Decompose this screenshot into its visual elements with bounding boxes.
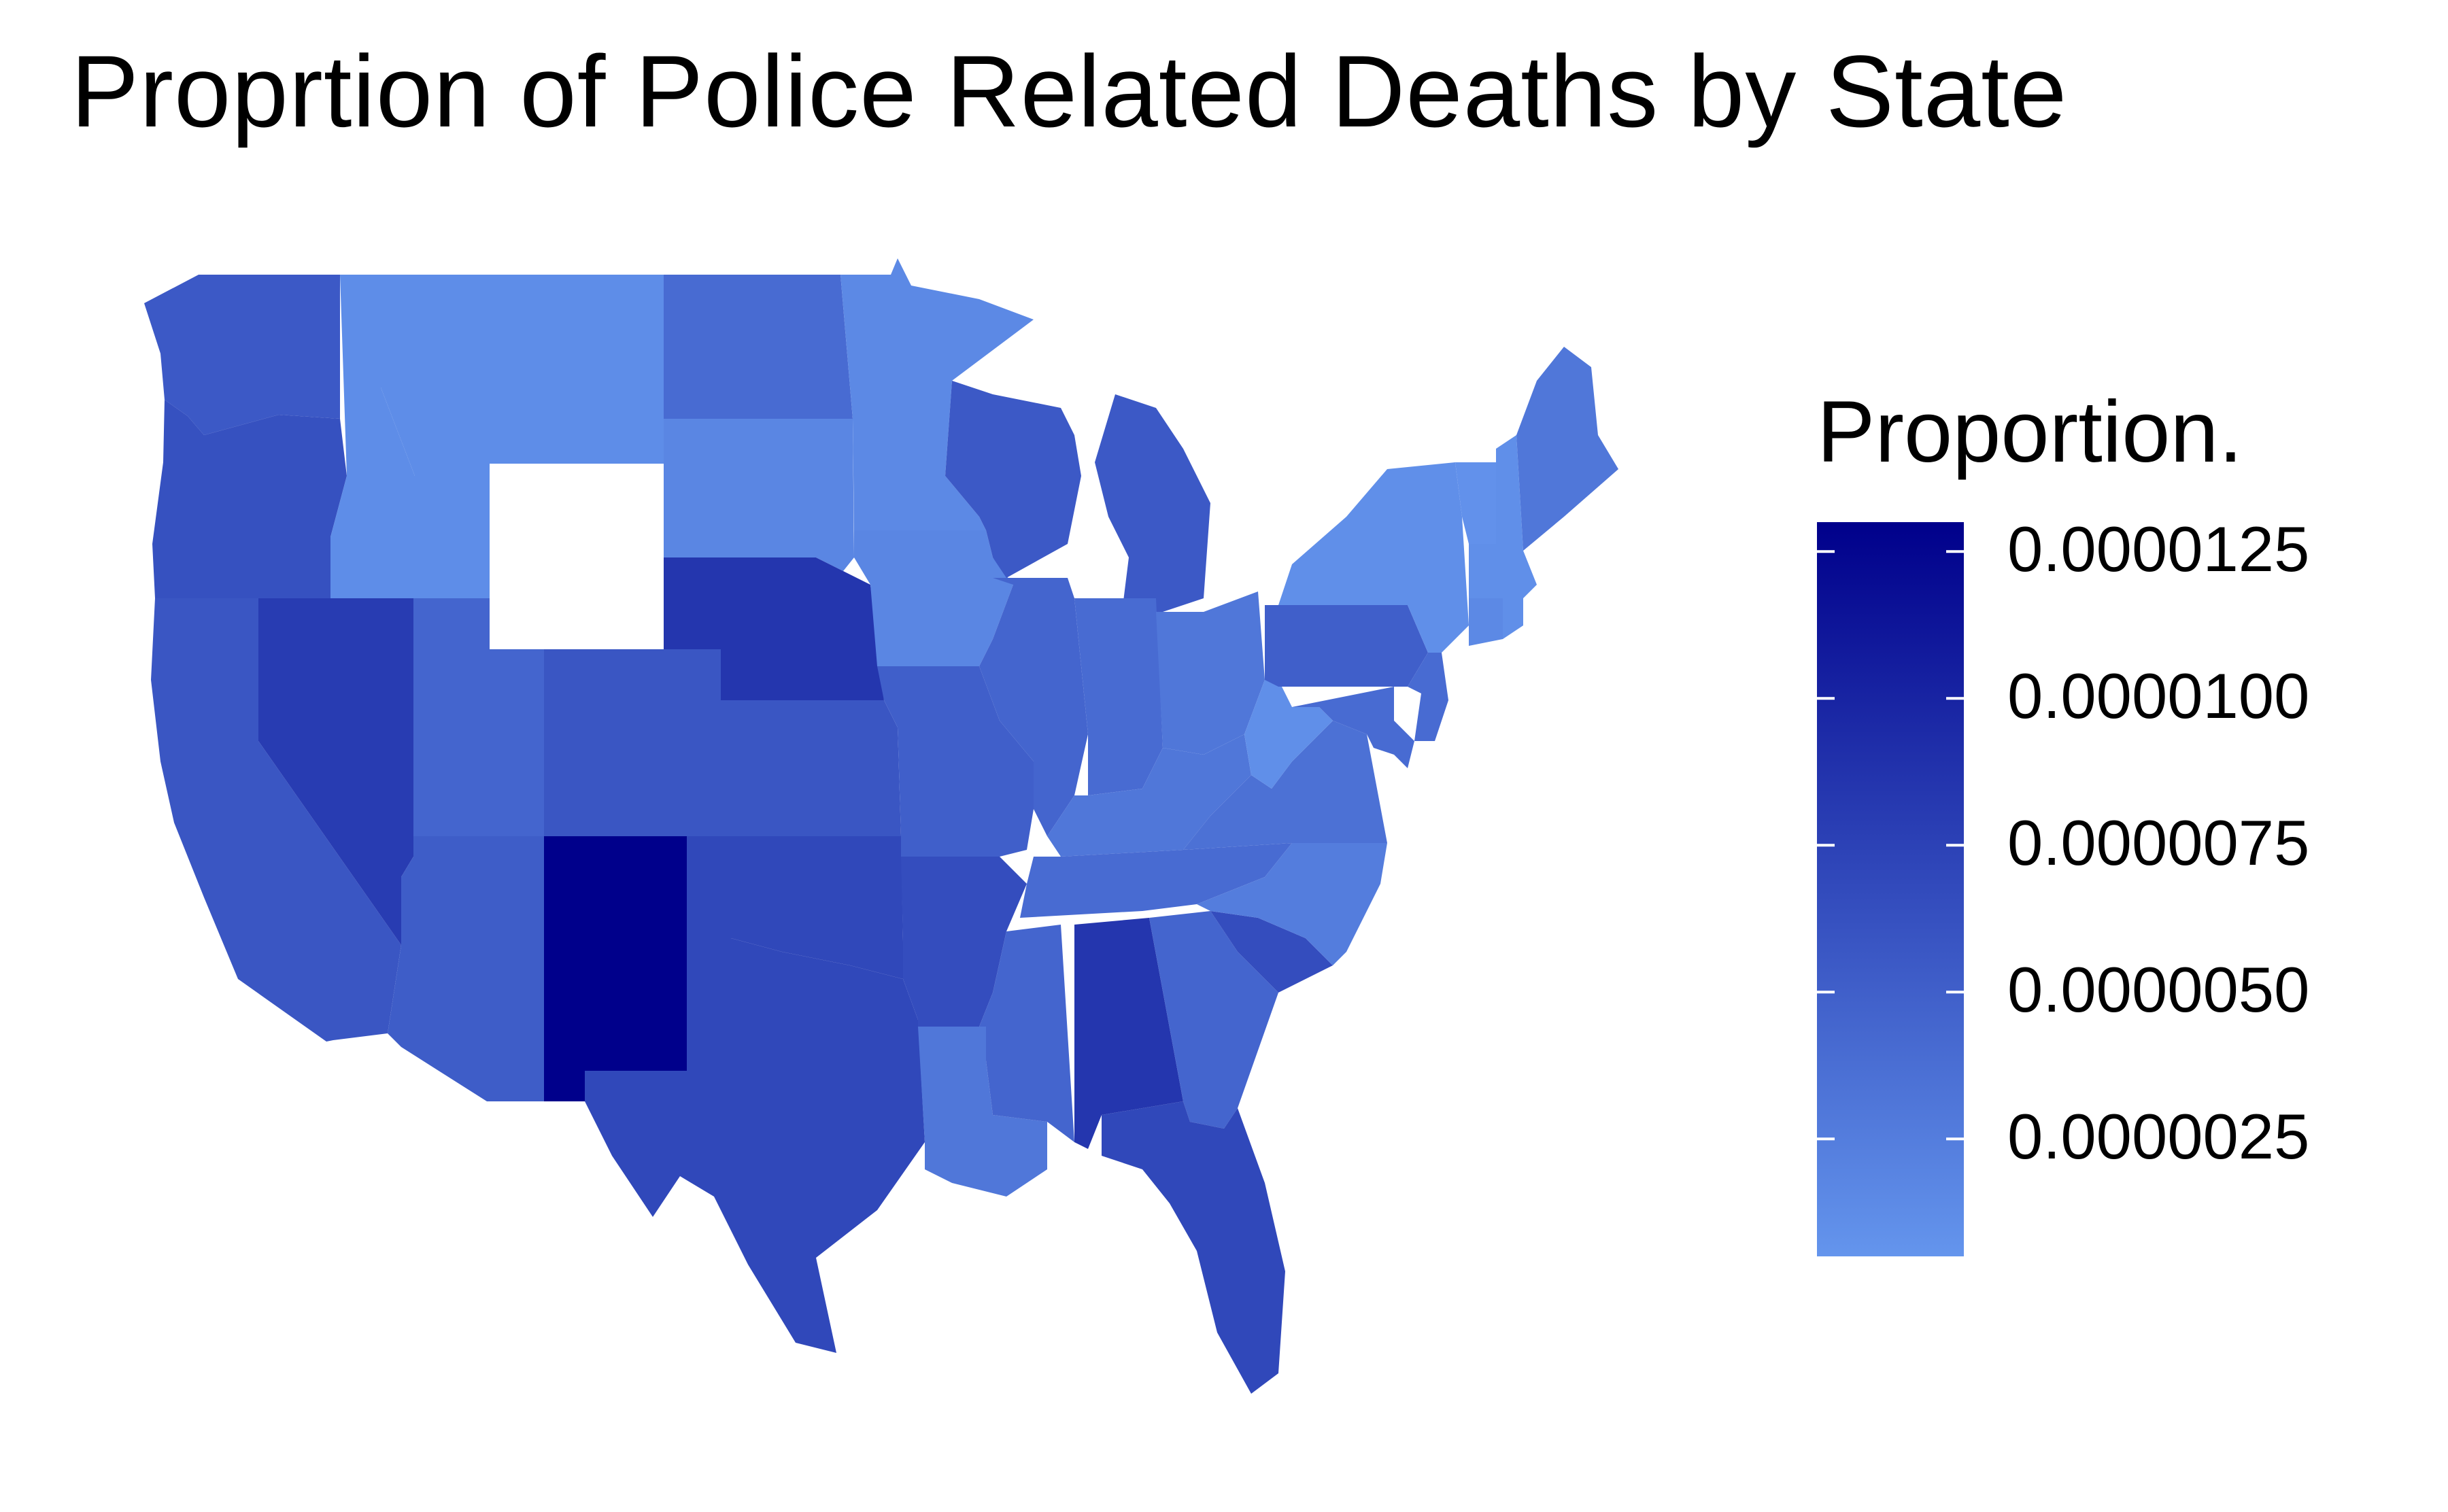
state-oklahoma — [687, 836, 903, 979]
state-connecticut — [1469, 598, 1503, 646]
map-title: Proprtion of Police Related Deaths by St… — [71, 34, 2068, 148]
state-new-jersey — [1408, 653, 1448, 741]
state-washington — [144, 275, 340, 435]
state-new-york — [1278, 462, 1469, 653]
state-idaho — [330, 275, 490, 598]
state-arizona — [388, 836, 544, 1101]
legend-tick-label: 0.0000075 — [2007, 807, 2310, 879]
state-texas — [585, 860, 925, 1353]
state-new-mexico — [544, 836, 687, 1101]
state-oregon — [152, 400, 347, 598]
state-new-hampshire — [1496, 435, 1523, 557]
state-wyoming — [490, 464, 664, 649]
state-ohio — [1156, 591, 1265, 755]
state-montana — [381, 275, 664, 476]
state-delaware — [1394, 721, 1414, 768]
state-georgia — [1149, 911, 1278, 1129]
state-colorado — [544, 649, 721, 836]
legend-tick-label: 0.0000025 — [2007, 1101, 2310, 1173]
state-louisiana — [918, 1027, 1047, 1197]
legend-tick-label: 0.0000125 — [2007, 513, 2310, 585]
state-florida — [1102, 1101, 1285, 1394]
state-wisconsin — [945, 381, 1081, 578]
state-north-carolina — [1197, 843, 1387, 965]
state-nevada — [258, 598, 413, 945]
state-vermont — [1455, 462, 1496, 544]
state-maryland — [1292, 687, 1394, 755]
state-rhode-island — [1503, 598, 1523, 639]
state-south-dakota — [664, 419, 854, 571]
legend-colorbar — [1817, 522, 1964, 1256]
state-missouri — [877, 666, 1034, 857]
state-south-carolina — [1210, 911, 1333, 993]
state-tennessee — [1020, 843, 1292, 918]
state-massachusetts — [1469, 544, 1537, 598]
state-mississippi — [979, 925, 1074, 1142]
legend-title: Proportion. — [1817, 383, 2243, 481]
state-north-dakota — [664, 275, 853, 419]
state-pennsylvania — [1265, 605, 1428, 687]
state-kentucky — [1047, 734, 1251, 857]
state-iowa — [854, 530, 1013, 666]
state-kansas — [721, 700, 901, 836]
legend-tick-label: 0.0000050 — [2007, 954, 2310, 1026]
state-arkansas — [901, 857, 1027, 1027]
state-indiana — [1068, 598, 1163, 795]
state-minnesota — [840, 258, 1034, 530]
state-illinois — [979, 578, 1088, 836]
state-california — [151, 598, 401, 1042]
state-nebraska — [664, 557, 884, 700]
state-utah — [413, 598, 544, 836]
state-alabama — [1074, 918, 1183, 1149]
state-michigan — [1095, 394, 1210, 612]
legend-tick-label: 0.0000100 — [2007, 660, 2310, 732]
state-maine — [1516, 347, 1618, 551]
state-virginia — [1183, 721, 1387, 850]
